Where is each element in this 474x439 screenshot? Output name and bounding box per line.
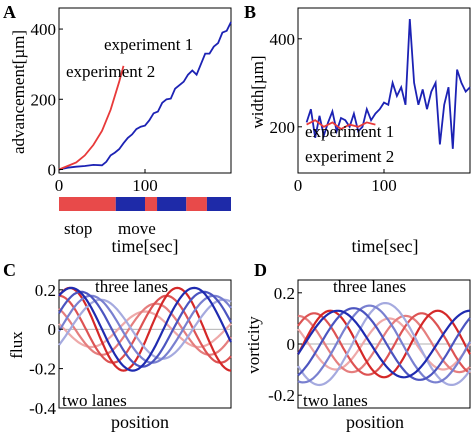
panel-d-two-lanes-curve — [297, 314, 471, 374]
panel-c-annotation-two-lanes: two lanes — [62, 391, 127, 410]
panel-d-ytick-label: -0.2 — [268, 386, 295, 405]
panel-c-ytick-label: -0.2 — [29, 360, 56, 379]
panel-d: 0.2 0 -0.2 vorticity three lanes two lanes… — [244, 277, 471, 432]
panel-d-three-lanes-curve — [297, 304, 471, 384]
panel-c-ytick-label: -0.4 — [29, 399, 56, 418]
timeline-segment-move — [206, 197, 231, 211]
panel-a-frame — [58, 7, 232, 174]
timeline: stop move time[sec] — [59, 197, 231, 256]
timeline-segment-stop — [59, 197, 116, 211]
panel-a-xtick-label: 0 — [55, 176, 64, 195]
legend-a-experiment-1: experiment 1 — [104, 35, 193, 54]
panel-c-xlabel: position — [111, 412, 169, 432]
panel-letter-a: A — [3, 2, 16, 22]
panel-a-ytick-label: 400 — [31, 20, 57, 39]
panel-b-xtick-label: 100 — [371, 176, 397, 195]
panel-a-xtick-label: 100 — [132, 176, 158, 195]
panel-d-annotation-two-lanes: two lanes — [303, 391, 368, 410]
legend-a-experiment-2: experiment 2 — [66, 62, 155, 81]
panel-d-three-lanes-curve — [297, 309, 471, 379]
panel-a: 0 100 0 200 400 advancement[µm] experiment 1… — [9, 7, 232, 195]
panel-c: 0.20-0.2-0.4 flux three lanes two lanes … — [7, 277, 232, 432]
timeline-segment-stop — [145, 197, 158, 211]
panel-c-three-lanes-curve — [58, 294, 232, 364]
panel-b-series-1-line — [305, 18, 471, 149]
panel-d-xlabel: position — [346, 412, 404, 432]
panel-c-annotation-three-lanes: three lanes — [95, 277, 168, 296]
panel-letter-d: D — [254, 260, 267, 280]
panel-c-two-lanes-curve — [58, 286, 232, 372]
panel-d-annotation-three-lanes: three lanes — [333, 277, 406, 296]
timeline-segment-stop — [186, 197, 207, 211]
panel-c-three-lanes-curve — [58, 286, 232, 372]
panel-a-ytick-label: 200 — [31, 90, 57, 109]
panel-letter-c: C — [3, 260, 16, 280]
panel-d-ytick-label: 0.2 — [274, 284, 295, 303]
panel-b-ytick-label: 200 — [270, 118, 296, 137]
panel-b: 0 100 200 400 width[µm] experiment 1 experi… — [248, 7, 471, 256]
panel-c-ytick-label: 0.2 — [35, 281, 56, 300]
panel-a-series-2-line — [58, 65, 125, 171]
panel-letter-b: B — [244, 2, 256, 22]
panel-b-xlabel: time[sec] — [352, 236, 419, 256]
panel-c-two-lanes-curve — [58, 302, 232, 356]
panel-c-two-lanes-curve — [58, 294, 232, 364]
panel-c-ylabel: flux — [7, 331, 26, 359]
legend-b-experiment-1: experiment 1 — [305, 122, 394, 141]
panel-b-series-2-line — [306, 119, 376, 131]
panel-d-two-lanes-curve — [297, 317, 471, 371]
timeline-xlabel: time[sec] — [112, 236, 179, 256]
timeline-segment-move — [157, 197, 187, 211]
timeline-segment-move — [115, 197, 145, 211]
panel-a-ylabel: advancement[µm] — [9, 30, 28, 154]
panel-b-ylabel: width[µm] — [248, 55, 267, 128]
timeline-move-label: move — [118, 219, 156, 238]
timeline-stop-label: stop — [64, 219, 92, 238]
panel-c-ytick-label: 0 — [48, 320, 57, 339]
legend-b-experiment-2: experiment 2 — [305, 147, 394, 166]
panel-d-three-lanes-curve — [297, 307, 471, 381]
panel-c-three-lanes-curve — [58, 298, 232, 360]
panel-a-series-1-line — [58, 21, 232, 171]
panel-b-ytick-label: 400 — [270, 30, 296, 49]
panel-a-ytick-label: 0 — [48, 160, 57, 179]
panel-d-ytick-label: 0 — [287, 335, 296, 354]
panel-d-ylabel: vorticity — [244, 316, 263, 374]
panel-b-xtick-label: 0 — [294, 176, 303, 195]
panel-d-two-lanes-curve — [297, 309, 471, 379]
